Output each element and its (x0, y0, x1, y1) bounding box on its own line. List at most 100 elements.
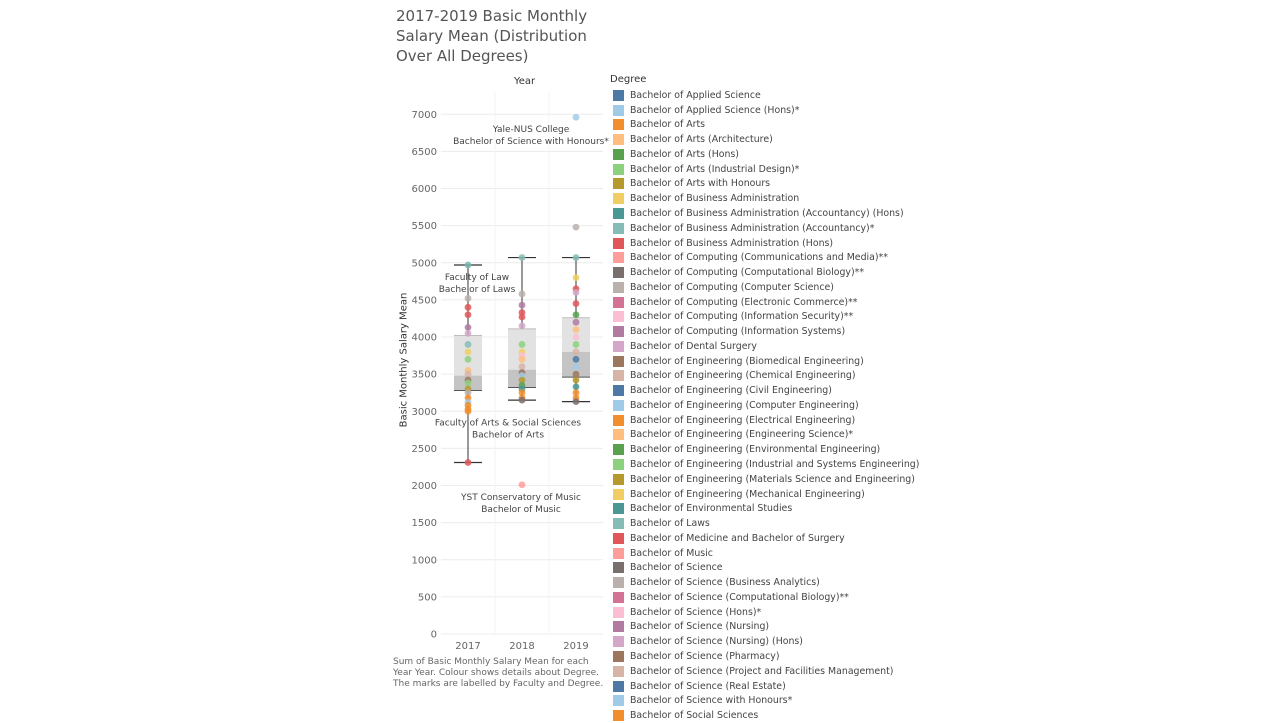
legend-swatch (613, 134, 624, 146)
legend-swatch (613, 119, 624, 131)
legend-item[interactable]: Bachelor of Computing (Computational Bio… (610, 265, 910, 280)
data-point (572, 370, 580, 378)
legend-item[interactable]: Bachelor of Arts with Honours (610, 177, 910, 192)
legend-item[interactable]: Bachelor of Engineering (Biomedical Engi… (610, 354, 910, 369)
data-point (464, 323, 472, 331)
data-point (464, 355, 472, 363)
legend-label: Bachelor of Engineering (Engineering Sci… (630, 429, 854, 441)
legend-swatch (613, 473, 624, 485)
legend-item[interactable]: Bachelor of Computing (Computer Science) (610, 280, 910, 295)
legend-label: Bachelor of Engineering (Industrial and … (630, 459, 920, 471)
legend-label: Bachelor of Medicine and Bachelor of Sur… (630, 532, 845, 544)
legend-item[interactable]: Bachelor of Computing (Electronic Commer… (610, 295, 910, 310)
legend-item[interactable]: Bachelor of Engineering (Computer Engine… (610, 398, 910, 413)
legend-item[interactable]: Bachelor of Science (Project and Facilit… (610, 664, 910, 679)
legend-item[interactable]: Bachelor of Social Sciences (610, 708, 910, 723)
legend-label: Bachelor of Social Sciences (630, 710, 759, 722)
legend-swatch (613, 311, 624, 323)
data-point (572, 389, 580, 397)
legend-item[interactable]: Bachelor of Computing (Communications an… (610, 250, 910, 265)
data-point (572, 318, 580, 326)
y-tick-label: 1500 (412, 518, 437, 529)
legend-item[interactable]: Bachelor of Science (Real Estate) (610, 679, 910, 694)
legend-item[interactable]: Bachelor of Business Administration (Hon… (610, 236, 910, 251)
legend-label: Bachelor of Music (630, 547, 713, 559)
legend: Degree Bachelor of Applied Science Bachel… (610, 72, 919, 723)
data-point (572, 300, 580, 308)
data-point (464, 261, 472, 269)
column-header: Year (514, 76, 536, 87)
legend-item[interactable]: Bachelor of Engineering (Electrical Engi… (610, 413, 910, 428)
legend-swatch (613, 710, 624, 722)
legend-swatch (613, 148, 624, 160)
legend-item[interactable]: Bachelor of Science (Hons)* (610, 605, 910, 620)
legend-label: Bachelor of Engineering (Environmental E… (630, 444, 881, 456)
data-point (518, 363, 526, 371)
legend-swatch (613, 518, 624, 530)
annotation-label: YST Conservatory of Music (460, 493, 581, 503)
legend-item[interactable]: Bachelor of Business Administration (Acc… (610, 221, 910, 236)
legend-label: Bachelor of Science (Computational Biolo… (630, 591, 849, 603)
legend-item[interactable]: Bachelor of Arts (610, 118, 910, 133)
legend-swatch (613, 281, 624, 293)
legend-item[interactable]: Bachelor of Dental Surgery (610, 339, 910, 354)
data-point (464, 341, 472, 348)
legend-item[interactable]: Bachelor of Science (Nursing) (610, 620, 910, 635)
legend-label: Bachelor of Computing (Electronic Commer… (630, 296, 858, 308)
data-point (572, 376, 580, 384)
legend-item[interactable]: Bachelor of Engineering (Industrial and … (610, 457, 919, 472)
data-point (464, 329, 472, 337)
legend-swatch (613, 532, 624, 544)
legend-item[interactable]: Bachelor of Music (610, 546, 910, 561)
legend-label: Bachelor of Applied Science (Hons)* (630, 104, 800, 116)
legend-label: Bachelor of Science (Project and Facilit… (630, 665, 894, 677)
legend-swatch (613, 459, 624, 471)
legend-item[interactable]: Bachelor of Science (Computational Biolo… (610, 590, 910, 605)
y-tick-label: 7000 (412, 110, 437, 121)
data-point (518, 376, 526, 384)
legend-label: Bachelor of Science (Nursing) (630, 621, 770, 633)
legend-item[interactable]: Bachelor of Arts (Hons) (610, 147, 910, 162)
legend-item[interactable]: Bachelor of Science with Honours* (610, 693, 910, 708)
chart-plot[interactable]: 0 500 1000 1500 2000 2500 3000 3500 4000 4500 5000… (0, 0, 610, 660)
legend-label: Bachelor of Engineering (Computer Engine… (630, 399, 859, 411)
legend-item[interactable]: Bachelor of Engineering (Engineering Sci… (610, 428, 910, 443)
legend-item[interactable]: Bachelor of Arts (Industrial Design)* (610, 162, 910, 177)
legend-item[interactable]: Bachelor of Applied Science (Hons)* (610, 103, 910, 118)
legend-label: Bachelor of Environmental Studies (630, 503, 793, 515)
y-tick-label: 3500 (412, 370, 437, 381)
data-point (464, 303, 472, 311)
legend-item[interactable]: Bachelor of Science (610, 561, 910, 576)
legend-item[interactable]: Bachelor of Environmental Studies (610, 501, 910, 516)
legend-item[interactable]: Bachelor of Engineering (Civil Engineeri… (610, 383, 910, 398)
legend-item[interactable]: Bachelor of Science (Nursing) (Hons) (610, 634, 910, 649)
legend-item[interactable]: Bachelor of Engineering (Environmental E… (610, 442, 910, 457)
y-tick-label: 1000 (412, 555, 437, 566)
data-point (572, 274, 580, 282)
legend-item[interactable]: Bachelor of Science (Business Analytics) (610, 575, 910, 590)
y-tick-label: 5500 (412, 221, 437, 232)
legend-item[interactable]: Bachelor of Computing (Information Secur… (610, 309, 910, 324)
legend-item[interactable]: Bachelor of Arts (Architecture) (610, 132, 910, 147)
data-point (572, 311, 580, 319)
legend-item[interactable]: Bachelor of Engineering (Mechanical Engi… (610, 487, 910, 502)
legend-swatch (613, 385, 624, 397)
legend-swatch (613, 665, 624, 677)
legend-item[interactable]: Bachelor of Engineering (Chemical Engine… (610, 369, 910, 384)
legend-item[interactable]: Bachelor of Engineering (Materials Scien… (610, 472, 915, 487)
legend-swatch (613, 163, 624, 175)
data-point (518, 355, 526, 363)
legend-item[interactable]: Bachelor of Business Administration (610, 191, 910, 206)
legend-item[interactable]: Bachelor of Applied Science (610, 88, 910, 103)
legend-swatch (613, 414, 624, 426)
legend-item[interactable]: Bachelor of Business Administration (Acc… (610, 206, 910, 221)
legend-label: Bachelor of Business Administration (630, 193, 800, 205)
legend-item[interactable]: Bachelor of Laws (610, 516, 910, 531)
legend-item[interactable]: Bachelor of Science (Pharmacy) (610, 649, 910, 664)
legend-label: Bachelor of Business Administration (Acc… (630, 222, 875, 234)
legend-item[interactable]: Bachelor of Medicine and Bachelor of Sur… (610, 531, 910, 546)
legend-item[interactable]: Bachelor of Computing (Information Syste… (610, 324, 910, 339)
data-point (464, 407, 472, 415)
legend-swatch (613, 208, 624, 219)
legend-label: Bachelor of Computing (Computational Bio… (630, 267, 865, 279)
